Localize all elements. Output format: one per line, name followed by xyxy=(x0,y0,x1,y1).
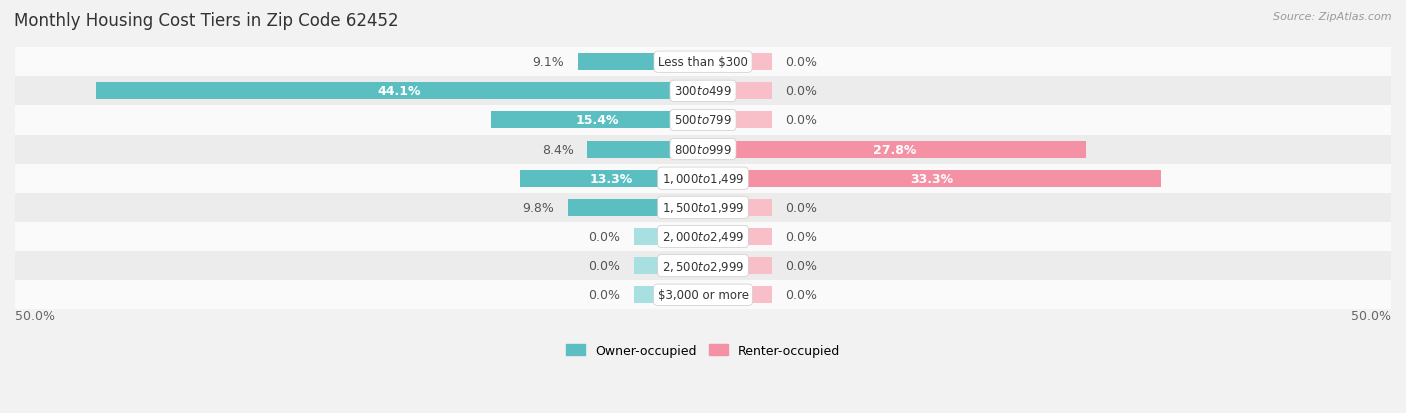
Text: $2,000 to $2,499: $2,000 to $2,499 xyxy=(662,230,744,244)
Bar xyxy=(703,258,772,274)
Bar xyxy=(703,54,772,71)
Text: $2,500 to $2,999: $2,500 to $2,999 xyxy=(662,259,744,273)
Bar xyxy=(15,106,1391,135)
Bar xyxy=(15,135,1391,164)
Text: 0.0%: 0.0% xyxy=(786,259,817,273)
Text: 0.0%: 0.0% xyxy=(589,230,620,243)
Text: 33.3%: 33.3% xyxy=(911,172,953,185)
Text: Less than $300: Less than $300 xyxy=(658,56,748,69)
Bar xyxy=(15,252,1391,280)
Bar xyxy=(634,258,703,274)
Text: 27.8%: 27.8% xyxy=(873,143,915,156)
Legend: Owner-occupied, Renter-occupied: Owner-occupied, Renter-occupied xyxy=(562,340,844,361)
Text: $300 to $499: $300 to $499 xyxy=(673,85,733,98)
Text: 50.0%: 50.0% xyxy=(1351,309,1391,323)
Text: 0.0%: 0.0% xyxy=(589,259,620,273)
Text: 50.0%: 50.0% xyxy=(15,309,55,323)
Text: 0.0%: 0.0% xyxy=(589,289,620,301)
Bar xyxy=(703,83,772,100)
Bar xyxy=(634,228,703,245)
Bar xyxy=(703,199,772,216)
Bar xyxy=(703,112,772,129)
Bar xyxy=(703,228,772,245)
Bar xyxy=(15,164,1391,193)
Bar xyxy=(703,141,1085,158)
Bar xyxy=(703,170,1161,187)
Bar xyxy=(15,193,1391,222)
Text: Monthly Housing Cost Tiers in Zip Code 62452: Monthly Housing Cost Tiers in Zip Code 6… xyxy=(14,12,399,30)
Bar xyxy=(578,54,703,71)
Text: 0.0%: 0.0% xyxy=(786,202,817,214)
Bar xyxy=(15,280,1391,309)
Bar xyxy=(96,83,703,100)
Bar xyxy=(15,48,1391,77)
Text: 0.0%: 0.0% xyxy=(786,56,817,69)
Text: $1,500 to $1,999: $1,500 to $1,999 xyxy=(662,201,744,215)
Text: 8.4%: 8.4% xyxy=(541,143,574,156)
Text: Source: ZipAtlas.com: Source: ZipAtlas.com xyxy=(1274,12,1392,22)
Text: 0.0%: 0.0% xyxy=(786,230,817,243)
Text: $1,000 to $1,499: $1,000 to $1,499 xyxy=(662,172,744,186)
Text: 9.1%: 9.1% xyxy=(533,56,564,69)
Text: $500 to $799: $500 to $799 xyxy=(673,114,733,127)
Bar xyxy=(568,199,703,216)
Bar xyxy=(15,77,1391,106)
Text: 0.0%: 0.0% xyxy=(786,114,817,127)
Text: $3,000 or more: $3,000 or more xyxy=(658,289,748,301)
Bar xyxy=(703,287,772,304)
Bar xyxy=(491,112,703,129)
Text: 9.8%: 9.8% xyxy=(523,202,554,214)
Bar xyxy=(588,141,703,158)
Text: 0.0%: 0.0% xyxy=(786,85,817,98)
Text: 13.3%: 13.3% xyxy=(591,172,633,185)
Text: 15.4%: 15.4% xyxy=(575,114,619,127)
Text: 0.0%: 0.0% xyxy=(786,289,817,301)
Text: 44.1%: 44.1% xyxy=(378,85,422,98)
Bar xyxy=(634,287,703,304)
Bar xyxy=(15,222,1391,252)
Text: $800 to $999: $800 to $999 xyxy=(673,143,733,156)
Bar xyxy=(520,170,703,187)
